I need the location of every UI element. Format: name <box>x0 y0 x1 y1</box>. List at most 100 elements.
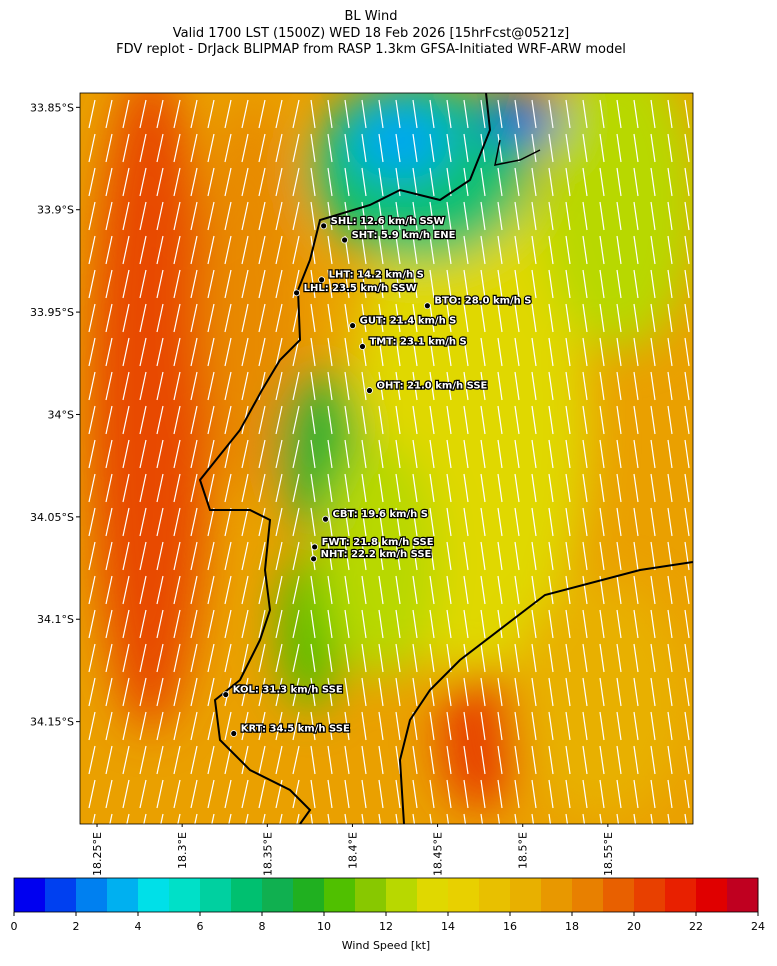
wind-arrow <box>531 337 537 367</box>
wind-arrow <box>548 303 554 333</box>
wind-arrow <box>463 235 469 265</box>
wind-arrow <box>616 711 622 741</box>
wind-arrow <box>582 507 588 537</box>
wind-arrow <box>412 235 418 265</box>
wind-arrow <box>310 99 316 129</box>
wind-arrow <box>275 167 283 197</box>
wind-arrow <box>105 303 113 333</box>
wind-arrow <box>599 235 605 265</box>
wind-arrow <box>429 609 435 639</box>
wind-arrow <box>650 473 656 503</box>
wind-arrow <box>224 235 232 265</box>
wind-arrow <box>633 507 639 537</box>
wind-arrow <box>446 575 452 605</box>
wind-arrow <box>344 575 350 605</box>
station-label: LHL: 23.5 km/h SSW <box>304 283 417 294</box>
wind-arrow <box>275 269 283 299</box>
wind-arrow <box>207 405 215 435</box>
wind-arrow <box>633 439 639 469</box>
wind-arrow <box>258 711 266 741</box>
wind-arrow <box>582 541 588 571</box>
wind-arrow <box>275 235 283 265</box>
wind-arrow <box>361 643 367 673</box>
wind-arrow <box>258 745 266 775</box>
wind-arrow <box>139 677 147 707</box>
wind-arrow <box>122 609 130 639</box>
wind-arrow <box>582 439 588 469</box>
wind-arrow <box>378 813 382 824</box>
wind-arrow <box>190 677 198 707</box>
wind-arrow <box>616 507 622 537</box>
wind-arrow <box>667 337 673 367</box>
wind-arrow <box>650 541 656 571</box>
wind-arrow <box>126 813 130 824</box>
wind-arrow <box>633 779 639 809</box>
wind-arrow <box>378 337 384 367</box>
wind-arrow <box>344 303 350 333</box>
wind-arrow <box>361 405 367 435</box>
wind-arrow <box>327 337 333 367</box>
wind-arrow <box>173 677 181 707</box>
wind-arrow <box>565 711 571 741</box>
wind-arrow <box>667 167 673 197</box>
wind-arrow <box>531 609 537 639</box>
wind-arrow <box>258 167 266 197</box>
wind-arrow <box>207 371 215 401</box>
wind-arrow <box>531 677 537 707</box>
x-tick-label: 18.45°E <box>432 832 445 876</box>
wind-arrow <box>616 677 622 707</box>
wind-arrow <box>88 337 96 367</box>
wind-arrow <box>548 269 554 299</box>
wind-arrow <box>497 813 501 824</box>
wind-arrow <box>667 677 673 707</box>
wind-arrow <box>207 99 215 129</box>
wind-arrow <box>412 99 418 129</box>
wind-arrow <box>429 269 435 299</box>
wind-arrow <box>463 813 467 824</box>
wind-arrow <box>361 473 367 503</box>
wind-arrow <box>599 745 605 775</box>
wind-arrow <box>548 439 554 469</box>
colorbar-bin <box>324 878 356 912</box>
wind-arrow <box>531 167 537 197</box>
wind-arrow <box>599 201 605 231</box>
wind-arrow <box>497 235 503 265</box>
wind-arrow <box>173 167 181 197</box>
x-tick-label: 18.55°E <box>602 832 615 876</box>
wind-arrow <box>344 133 350 163</box>
wind-arrow <box>88 133 96 163</box>
wind-arrow <box>173 99 181 129</box>
wind-arrow <box>224 609 232 639</box>
colorbar-bin <box>355 878 387 912</box>
wind-arrow <box>497 405 503 435</box>
wind-arrow <box>616 99 622 129</box>
wind-arrow <box>446 133 452 163</box>
wind-arrow <box>139 779 147 809</box>
wind-arrow <box>412 745 418 775</box>
wind-arrow <box>156 201 164 231</box>
wind-arrow <box>105 439 113 469</box>
wind-arrow <box>173 235 181 265</box>
wind-arrow <box>667 133 673 163</box>
wind-arrow <box>684 99 690 129</box>
wind-arrow <box>446 405 452 435</box>
wind-arrow <box>463 201 469 231</box>
wind-arrow <box>173 779 181 809</box>
wind-arrow <box>105 269 113 299</box>
wind-arrow <box>650 439 656 469</box>
wind-arrow <box>395 745 401 775</box>
wind-arrow <box>463 337 469 367</box>
wind-arrow <box>497 201 503 231</box>
wind-arrow <box>463 575 469 605</box>
wind-arrow <box>582 473 588 503</box>
wind-arrow <box>378 779 384 809</box>
wind-arrow <box>327 473 333 503</box>
wind-arrow <box>224 575 232 605</box>
wind-arrow <box>633 677 639 707</box>
wind-arrow <box>344 201 350 231</box>
wind-arrow <box>395 133 401 163</box>
wind-arrow <box>105 405 113 435</box>
wind-arrow <box>310 405 316 435</box>
wind-arrow <box>684 405 690 435</box>
wind-arrow <box>395 99 401 129</box>
